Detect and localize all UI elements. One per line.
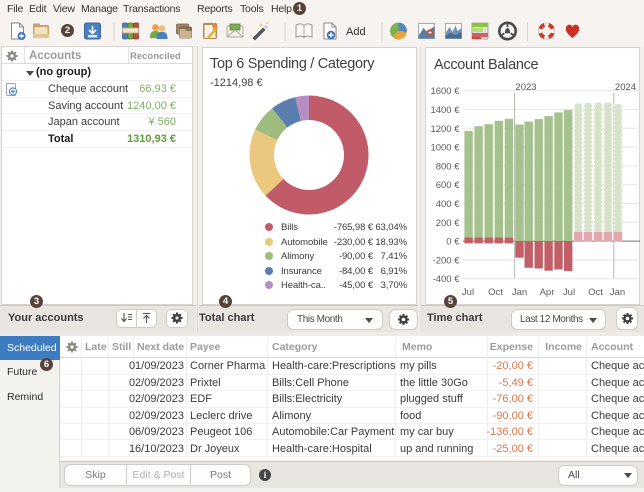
svg-text:1400 €: 1400 € [430,105,460,116]
svg-text:400 €: 400 € [436,199,460,210]
svg-text:-400 €: -400 € [433,274,461,285]
svg-text:800 €: 800 € [436,161,460,172]
svg-text:Oct: Oct [488,287,503,298]
svg-text:200 €: 200 € [436,218,460,229]
svg-text:Jan: Jan [610,287,625,298]
svg-text:1600 €: 1600 € [430,86,460,97]
svg-text:Jul: Jul [563,287,575,298]
svg-text:Apr: Apr [540,287,555,298]
svg-text:2023: 2023 [515,82,536,93]
svg-text:Jul: Jul [462,287,474,298]
svg-text:1000 €: 1000 € [430,143,460,154]
svg-text:Jan: Jan [512,287,527,298]
svg-text:1200 €: 1200 € [430,124,460,135]
svg-text:Oct: Oct [588,287,603,298]
svg-text:2024: 2024 [615,82,636,93]
svg-text:600 €: 600 € [436,180,460,191]
svg-text:Add: Add [346,26,366,38]
svg-text:0 €: 0 € [446,237,460,248]
svg-text:-200 €: -200 € [433,255,461,266]
